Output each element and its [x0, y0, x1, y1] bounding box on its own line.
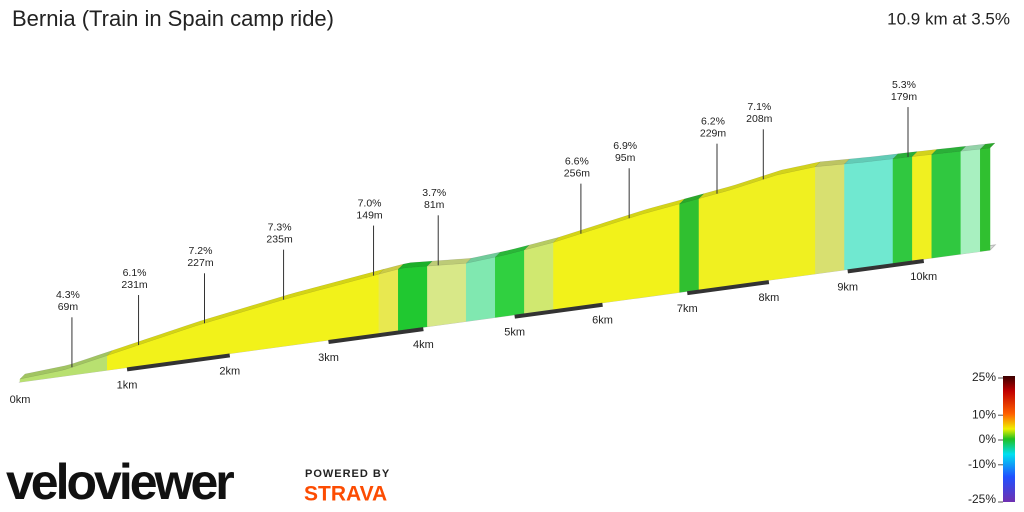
profile-face — [398, 265, 428, 331]
distance-bar — [328, 327, 424, 345]
annotation-length: 256m — [564, 167, 591, 179]
partner-logo: STRAVA — [304, 483, 387, 506]
scale-tick-label: -10% — [968, 457, 996, 471]
profile-face — [931, 150, 962, 259]
profile-face — [679, 198, 700, 293]
profile-face — [892, 156, 913, 264]
annotation-grade: 7.3% — [268, 221, 292, 233]
annotation-length: 208m — [746, 113, 773, 125]
profile-face — [698, 166, 816, 290]
profile-top — [979, 142, 996, 150]
subtitle: 10.9 km at 3.5% — [887, 9, 1010, 28]
annotation-length: 95m — [615, 152, 636, 164]
x-tick-label: 7km — [677, 303, 698, 315]
x-tick-label: 5km — [504, 327, 525, 339]
annotation-length: 231m — [121, 279, 148, 291]
x-tick-label: 1km — [117, 379, 138, 391]
annotation-grade: 5.3% — [892, 79, 916, 91]
profile-face — [815, 163, 845, 275]
powered-by: POWERED BY — [305, 468, 390, 480]
scale-tick-label: 0% — [979, 432, 997, 446]
scale-tick-label: 25% — [972, 370, 996, 384]
logo: veloviewer — [6, 454, 234, 510]
annotation-length: 69m — [58, 301, 79, 313]
annotation-length: 149m — [356, 209, 383, 221]
distance-bar — [847, 259, 925, 274]
profile-face — [465, 256, 496, 322]
profile-face — [427, 263, 467, 327]
annotation-grade: 6.9% — [613, 140, 637, 152]
profile-face — [912, 154, 933, 261]
scale-tick-label: 10% — [972, 407, 996, 421]
annotation-grade: 6.2% — [701, 115, 725, 127]
x-tick-label: 3km — [318, 352, 339, 364]
overlay: 0km 1km 2km 3km 4km 5km 6km 7km 8km 9km 10km 4.3%69… — [10, 79, 938, 406]
x-tick-label: 0km — [10, 394, 31, 406]
profile-face — [524, 242, 554, 314]
profile — [18, 142, 997, 383]
x-tick-label: 6km — [592, 315, 613, 327]
title: Bernia (Train in Spain camp ride) — [12, 6, 334, 31]
profile-face — [960, 148, 981, 255]
annotation-grade: 7.0% — [358, 197, 382, 209]
x-tick-label: 8km — [759, 292, 780, 304]
x-tick-label: 4km — [413, 339, 434, 351]
annotation-length: 81m — [424, 199, 445, 211]
profile-face — [844, 158, 894, 271]
annotation-grade: 3.7% — [422, 187, 446, 199]
annotation-length: 229m — [700, 127, 727, 139]
color-scale — [1003, 376, 1015, 502]
x-tick-label: 10km — [910, 271, 937, 283]
annotation-grade: 7.1% — [747, 101, 771, 113]
annotation-grade: 7.2% — [189, 245, 213, 257]
annotation-length: 235m — [266, 233, 293, 245]
annotation-grade: 6.6% — [565, 155, 589, 167]
x-tick-label: 9km — [837, 281, 858, 293]
distance-bar — [686, 280, 770, 296]
annotation-grade: 6.1% — [123, 267, 147, 279]
scale-tick-label: -25% — [968, 492, 996, 506]
annotation-grade: 4.3% — [56, 289, 80, 301]
x-tick-label: 2km — [219, 365, 240, 377]
profile-face — [980, 147, 991, 252]
annotation-length: 179m — [891, 91, 918, 103]
profile-face — [495, 249, 525, 318]
distance-bar — [126, 353, 231, 372]
profile-face — [378, 268, 399, 334]
annotation-length: 227m — [187, 257, 214, 269]
distance-bar — [514, 302, 603, 319]
